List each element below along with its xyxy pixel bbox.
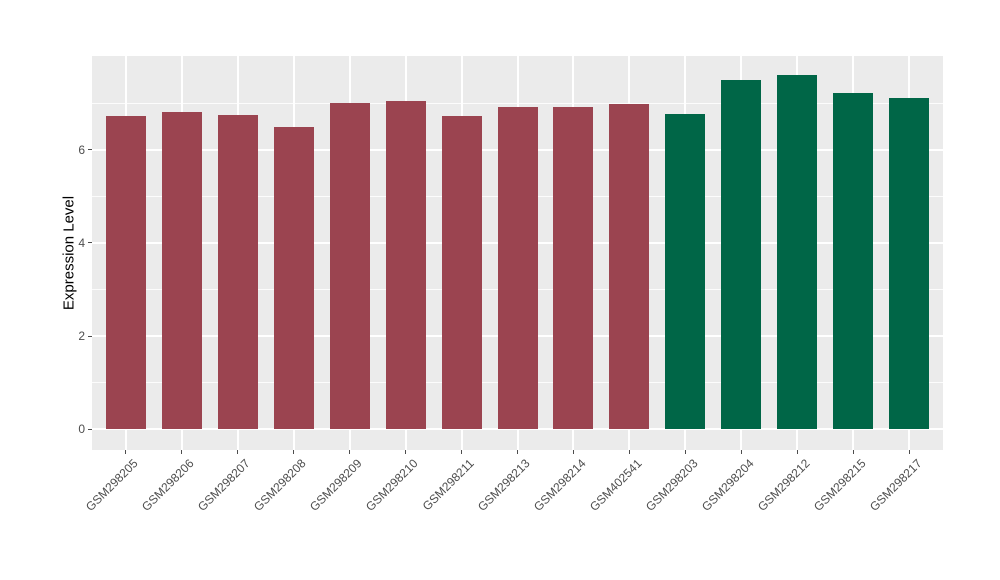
x-tick-label-GSM402541: GSM402541 (587, 456, 645, 514)
bar-GSM298205 (105, 116, 146, 430)
x-tick-label-GSM298206: GSM298206 (139, 456, 197, 514)
x-tick-GSM298207 (237, 450, 239, 454)
y-axis-title: Expression Level (60, 195, 78, 311)
x-tick-label-GSM298205: GSM298205 (83, 456, 141, 514)
x-tick-GSM298213 (517, 450, 518, 454)
bar-GSM298213 (497, 106, 538, 430)
bar-GSM298208 (273, 127, 314, 430)
y-tick-label-4: 4 (78, 235, 85, 250)
x-tick-label-GSM298212: GSM298212 (755, 456, 813, 514)
bar-GSM298210 (385, 101, 426, 430)
x-tick-GSM298206 (181, 450, 183, 454)
x-tick-label-GSM298214: GSM298214 (531, 456, 589, 514)
bar-GSM298203 (665, 114, 706, 430)
x-tick-GSM298210 (405, 450, 407, 454)
bar-GSM298217 (889, 97, 930, 430)
bar-GSM298209 (329, 103, 370, 430)
bar-GSM402541 (609, 104, 650, 430)
x-tick-GSM298208 (293, 450, 295, 454)
x-tick-label-GSM298213: GSM298213 (475, 456, 533, 514)
y-tick-label-6: 6 (78, 142, 85, 157)
x-tick-GSM298217 (908, 450, 910, 454)
y-tick-6 (88, 149, 92, 151)
x-tick-label-GSM298211: GSM298211 (419, 456, 477, 514)
x-tick-GSM298214 (572, 450, 574, 454)
bar-GSM298206 (161, 111, 202, 430)
bar-GSM298211 (441, 115, 482, 430)
x-tick-label-GSM298207: GSM298207 (195, 456, 253, 514)
x-tick-label-GSM298215: GSM298215 (811, 456, 869, 514)
x-tick-label-GSM298204: GSM298204 (699, 456, 757, 514)
x-tick-label-GSM298217: GSM298217 (867, 456, 925, 514)
x-tick-GSM298203 (684, 450, 686, 454)
bar-GSM298214 (553, 106, 594, 430)
x-tick-label-GSM298209: GSM298209 (307, 456, 365, 514)
y-tick-0 (88, 428, 92, 430)
y-tick-2 (88, 335, 92, 337)
x-tick-GSM298212 (796, 450, 798, 454)
x-tick-GSM298209 (349, 450, 351, 454)
x-tick-label-GSM298210: GSM298210 (363, 456, 421, 514)
x-tick-GSM298204 (740, 450, 742, 454)
bar-GSM298204 (721, 80, 762, 430)
x-tick-GSM298215 (852, 450, 854, 454)
x-tick-GSM402541 (628, 450, 630, 454)
bar-GSM298207 (217, 115, 258, 430)
x-tick-GSM298205 (125, 450, 127, 454)
x-tick-GSM298211 (461, 450, 462, 454)
y-tick-label-0: 0 (78, 422, 85, 437)
x-tick-label-GSM298203: GSM298203 (643, 456, 701, 514)
y-tick-4 (88, 242, 92, 244)
y-tick-label-2: 2 (78, 329, 85, 344)
x-tick-label-GSM298208: GSM298208 (251, 456, 309, 514)
bar-GSM298215 (833, 92, 874, 430)
bar-GSM298212 (777, 74, 818, 430)
